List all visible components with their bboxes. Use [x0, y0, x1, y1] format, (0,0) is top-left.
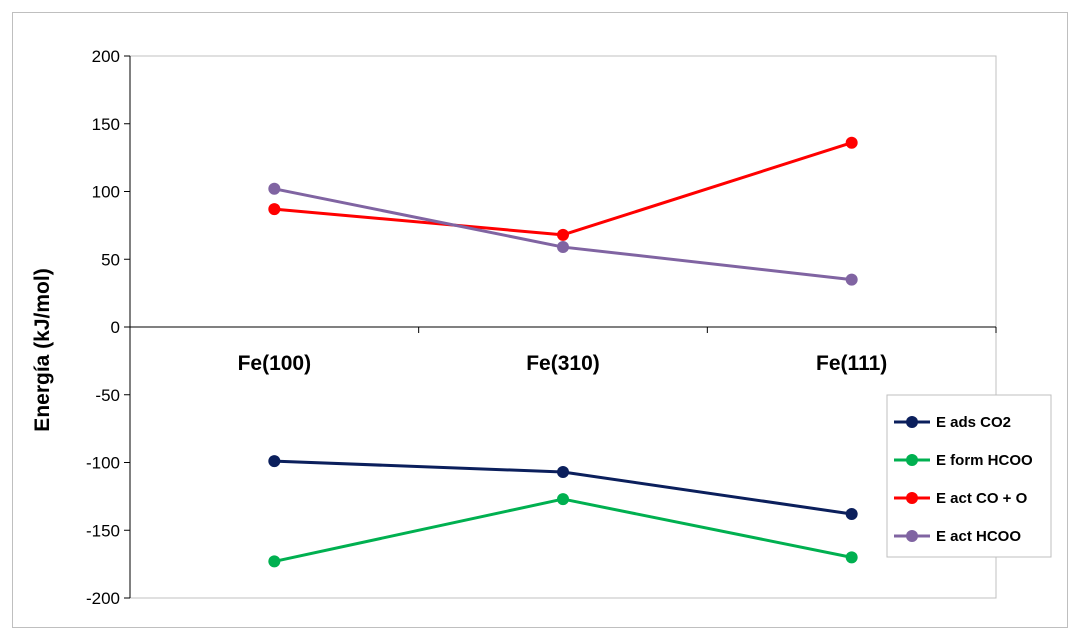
legend-label: E act HCOO: [936, 528, 1021, 545]
legend-marker: [906, 416, 918, 428]
series-group: [268, 136, 858, 568]
y-tick-label: -200: [86, 589, 120, 608]
data-point: [845, 551, 858, 564]
data-point: [268, 555, 281, 568]
data-point: [557, 493, 569, 506]
data-point: [845, 273, 858, 286]
data-point: [268, 203, 281, 216]
y-tick-label: -50: [95, 386, 120, 405]
legend-label: E form HCOO: [936, 452, 1033, 469]
series-0: [268, 455, 858, 520]
data-point: [268, 455, 281, 468]
legend: E ads CO2 E form HCOO E act CO + O E act HC…: [886, 394, 1052, 558]
data-point: [268, 182, 281, 195]
y-tick-label: 200: [92, 47, 120, 66]
y-tick-label: -150: [86, 521, 120, 540]
y-tick-label: -100: [86, 454, 120, 473]
axes: 200 150 100 50 0 -50 -100 -150 -200 Fe(100) Fe(310…: [86, 47, 997, 608]
x-tick-label: Fe(100): [238, 352, 312, 375]
legend-label: E ads CO2: [936, 414, 1011, 431]
data-point: [557, 241, 569, 254]
x-tick-label: Fe(111): [816, 352, 887, 375]
data-point: [845, 507, 858, 520]
data-point: [845, 136, 858, 149]
y-tick-label: 150: [92, 115, 120, 134]
legend-marker: [906, 492, 918, 504]
series-1: [268, 493, 858, 568]
x-tick-label: Fe(310): [526, 352, 600, 375]
y-tick-label: 100: [92, 183, 120, 202]
series-3: [268, 182, 858, 286]
series-2: [268, 136, 858, 241]
series-line: [274, 497, 852, 563]
legend-marker: [906, 454, 918, 466]
series-line: [274, 141, 853, 237]
legend-label: E act CO + O: [936, 490, 1028, 507]
y-axis-label: Energía (kJ/mol): [31, 268, 54, 431]
data-point: [557, 228, 569, 241]
data-point: [557, 465, 569, 478]
legend-marker: [906, 530, 918, 542]
y-tick-label: 50: [101, 250, 120, 269]
y-tick-label: 0: [111, 318, 120, 337]
